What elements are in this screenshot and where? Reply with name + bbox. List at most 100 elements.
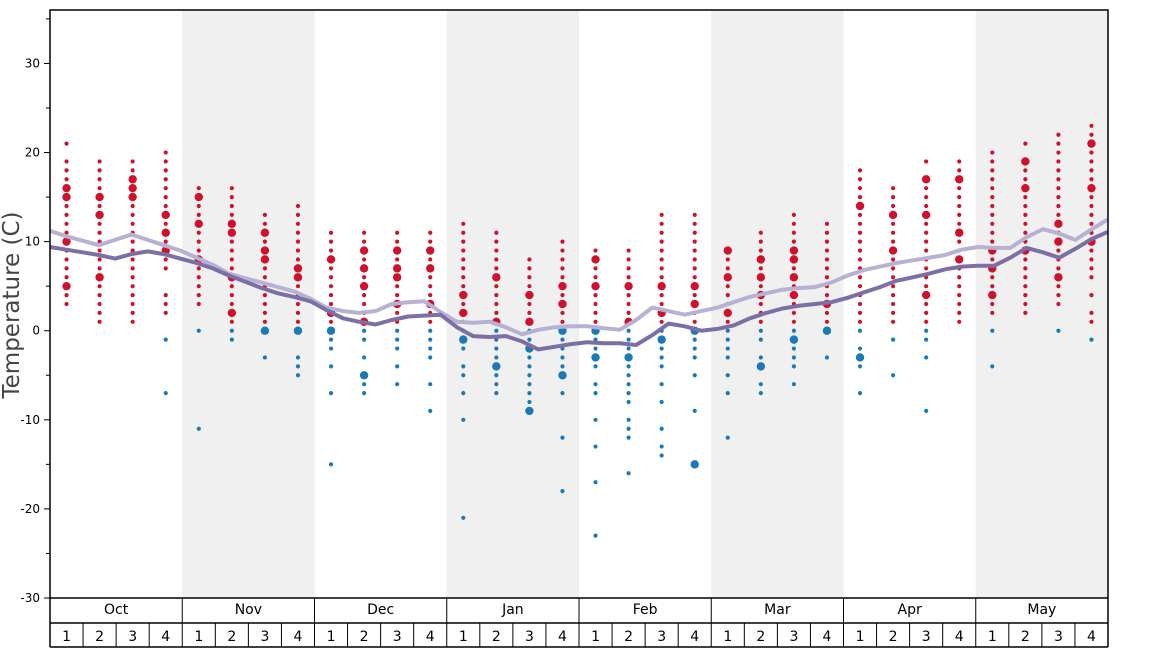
temp-dot: [890, 310, 896, 316]
temp-dot: [527, 390, 532, 396]
temp-dot: [659, 364, 664, 369]
temp-dot: [262, 275, 268, 280]
temp-dot: [527, 382, 532, 387]
temp-dot: [130, 248, 135, 253]
temp-dot: [924, 186, 929, 191]
temp-dot: [692, 230, 697, 235]
temp-dot: [890, 221, 896, 226]
temp-dot: [560, 292, 565, 298]
temp-dot: [990, 328, 995, 333]
temp-dot: [990, 257, 995, 262]
temp-dot: [1089, 203, 1094, 209]
temp-dot: [593, 417, 598, 422]
temp-dot: [890, 337, 896, 342]
temp-dot: [361, 239, 367, 244]
temp-dot: [64, 168, 69, 173]
temp-dot: [1056, 301, 1061, 307]
temp-dot: [62, 237, 71, 246]
week-label: 3: [1054, 629, 1063, 645]
temp-dot: [196, 239, 201, 244]
temp-dot: [758, 230, 763, 235]
week-label: 1: [194, 629, 203, 645]
temp-dot: [295, 364, 301, 369]
temp-dot: [593, 319, 598, 324]
temp-dot: [227, 228, 237, 237]
temp-dot: [130, 203, 135, 209]
month-band-jan: [446, 10, 579, 598]
week-label: 1: [459, 629, 468, 645]
temp-dot: [161, 210, 170, 220]
y-tick-label: 20: [25, 146, 40, 160]
temp-dot: [791, 355, 797, 360]
dot-column-4: [161, 150, 170, 396]
temp-dot: [692, 408, 697, 414]
temp-dot: [527, 355, 532, 360]
temp-dot: [692, 212, 697, 218]
temp-dot: [560, 239, 565, 244]
temp-dot: [395, 382, 400, 387]
temp-dot: [990, 301, 995, 307]
temp-dot: [789, 246, 799, 255]
temp-dot: [461, 257, 466, 262]
temp-dot: [791, 346, 797, 351]
temp-dot: [758, 337, 763, 342]
temp-dot: [957, 292, 962, 298]
temp-dot: [857, 221, 863, 226]
temp-dot: [1087, 139, 1096, 148]
dot-column-1: [62, 141, 71, 307]
temp-dot: [1056, 292, 1061, 298]
temp-dot: [955, 255, 964, 264]
temp-dot: [955, 175, 964, 184]
temp-dot: [428, 346, 433, 351]
temp-dot: [1089, 159, 1094, 164]
temp-dot: [824, 230, 830, 235]
week-label: 2: [492, 629, 501, 645]
temp-dot: [659, 453, 664, 458]
temp-dot: [359, 246, 369, 255]
dot-column-2: [95, 159, 104, 324]
temp-dot: [461, 515, 466, 520]
temp-dot: [527, 310, 532, 316]
temp-dot: [890, 284, 896, 289]
temp-dot: [659, 266, 664, 271]
temp-dot: [725, 284, 730, 289]
temp-dot: [1089, 221, 1094, 226]
temp-dot: [525, 317, 534, 327]
temp-dot: [558, 299, 567, 309]
temp-dot: [1056, 212, 1061, 218]
temp-dot: [361, 355, 367, 360]
temp-dot: [824, 266, 830, 271]
temp-dot: [791, 221, 797, 226]
temp-dot: [163, 257, 168, 262]
temp-dot: [593, 337, 598, 342]
week-label: 3: [657, 629, 666, 645]
temp-dot: [924, 328, 929, 333]
temp-dot: [461, 275, 466, 280]
temp-dot: [527, 373, 532, 378]
temp-dot: [128, 175, 137, 184]
temp-dot: [196, 248, 201, 253]
month-label-apr: Apr: [898, 602, 922, 618]
temp-dot: [692, 239, 697, 244]
series-lines: [49, 217, 1110, 352]
temp-dot: [626, 266, 631, 271]
y-tick-label: 30: [25, 56, 40, 70]
temp-dot: [822, 326, 832, 335]
week-label: 3: [922, 629, 931, 645]
temp-dot: [626, 426, 631, 431]
temp-dot: [692, 266, 697, 271]
temp-dot: [295, 203, 301, 209]
temp-dot: [428, 408, 433, 414]
temp-dot: [924, 408, 929, 414]
temp-dot: [196, 284, 201, 289]
temp-dot: [957, 319, 962, 324]
temp-dot: [921, 175, 931, 184]
temp-dot: [163, 310, 168, 316]
temp-dot: [558, 371, 567, 380]
temp-dot: [1023, 301, 1028, 307]
temp-dot: [328, 301, 334, 307]
temp-dot: [395, 337, 400, 342]
temp-dot: [163, 266, 168, 271]
temp-dot: [130, 275, 135, 280]
